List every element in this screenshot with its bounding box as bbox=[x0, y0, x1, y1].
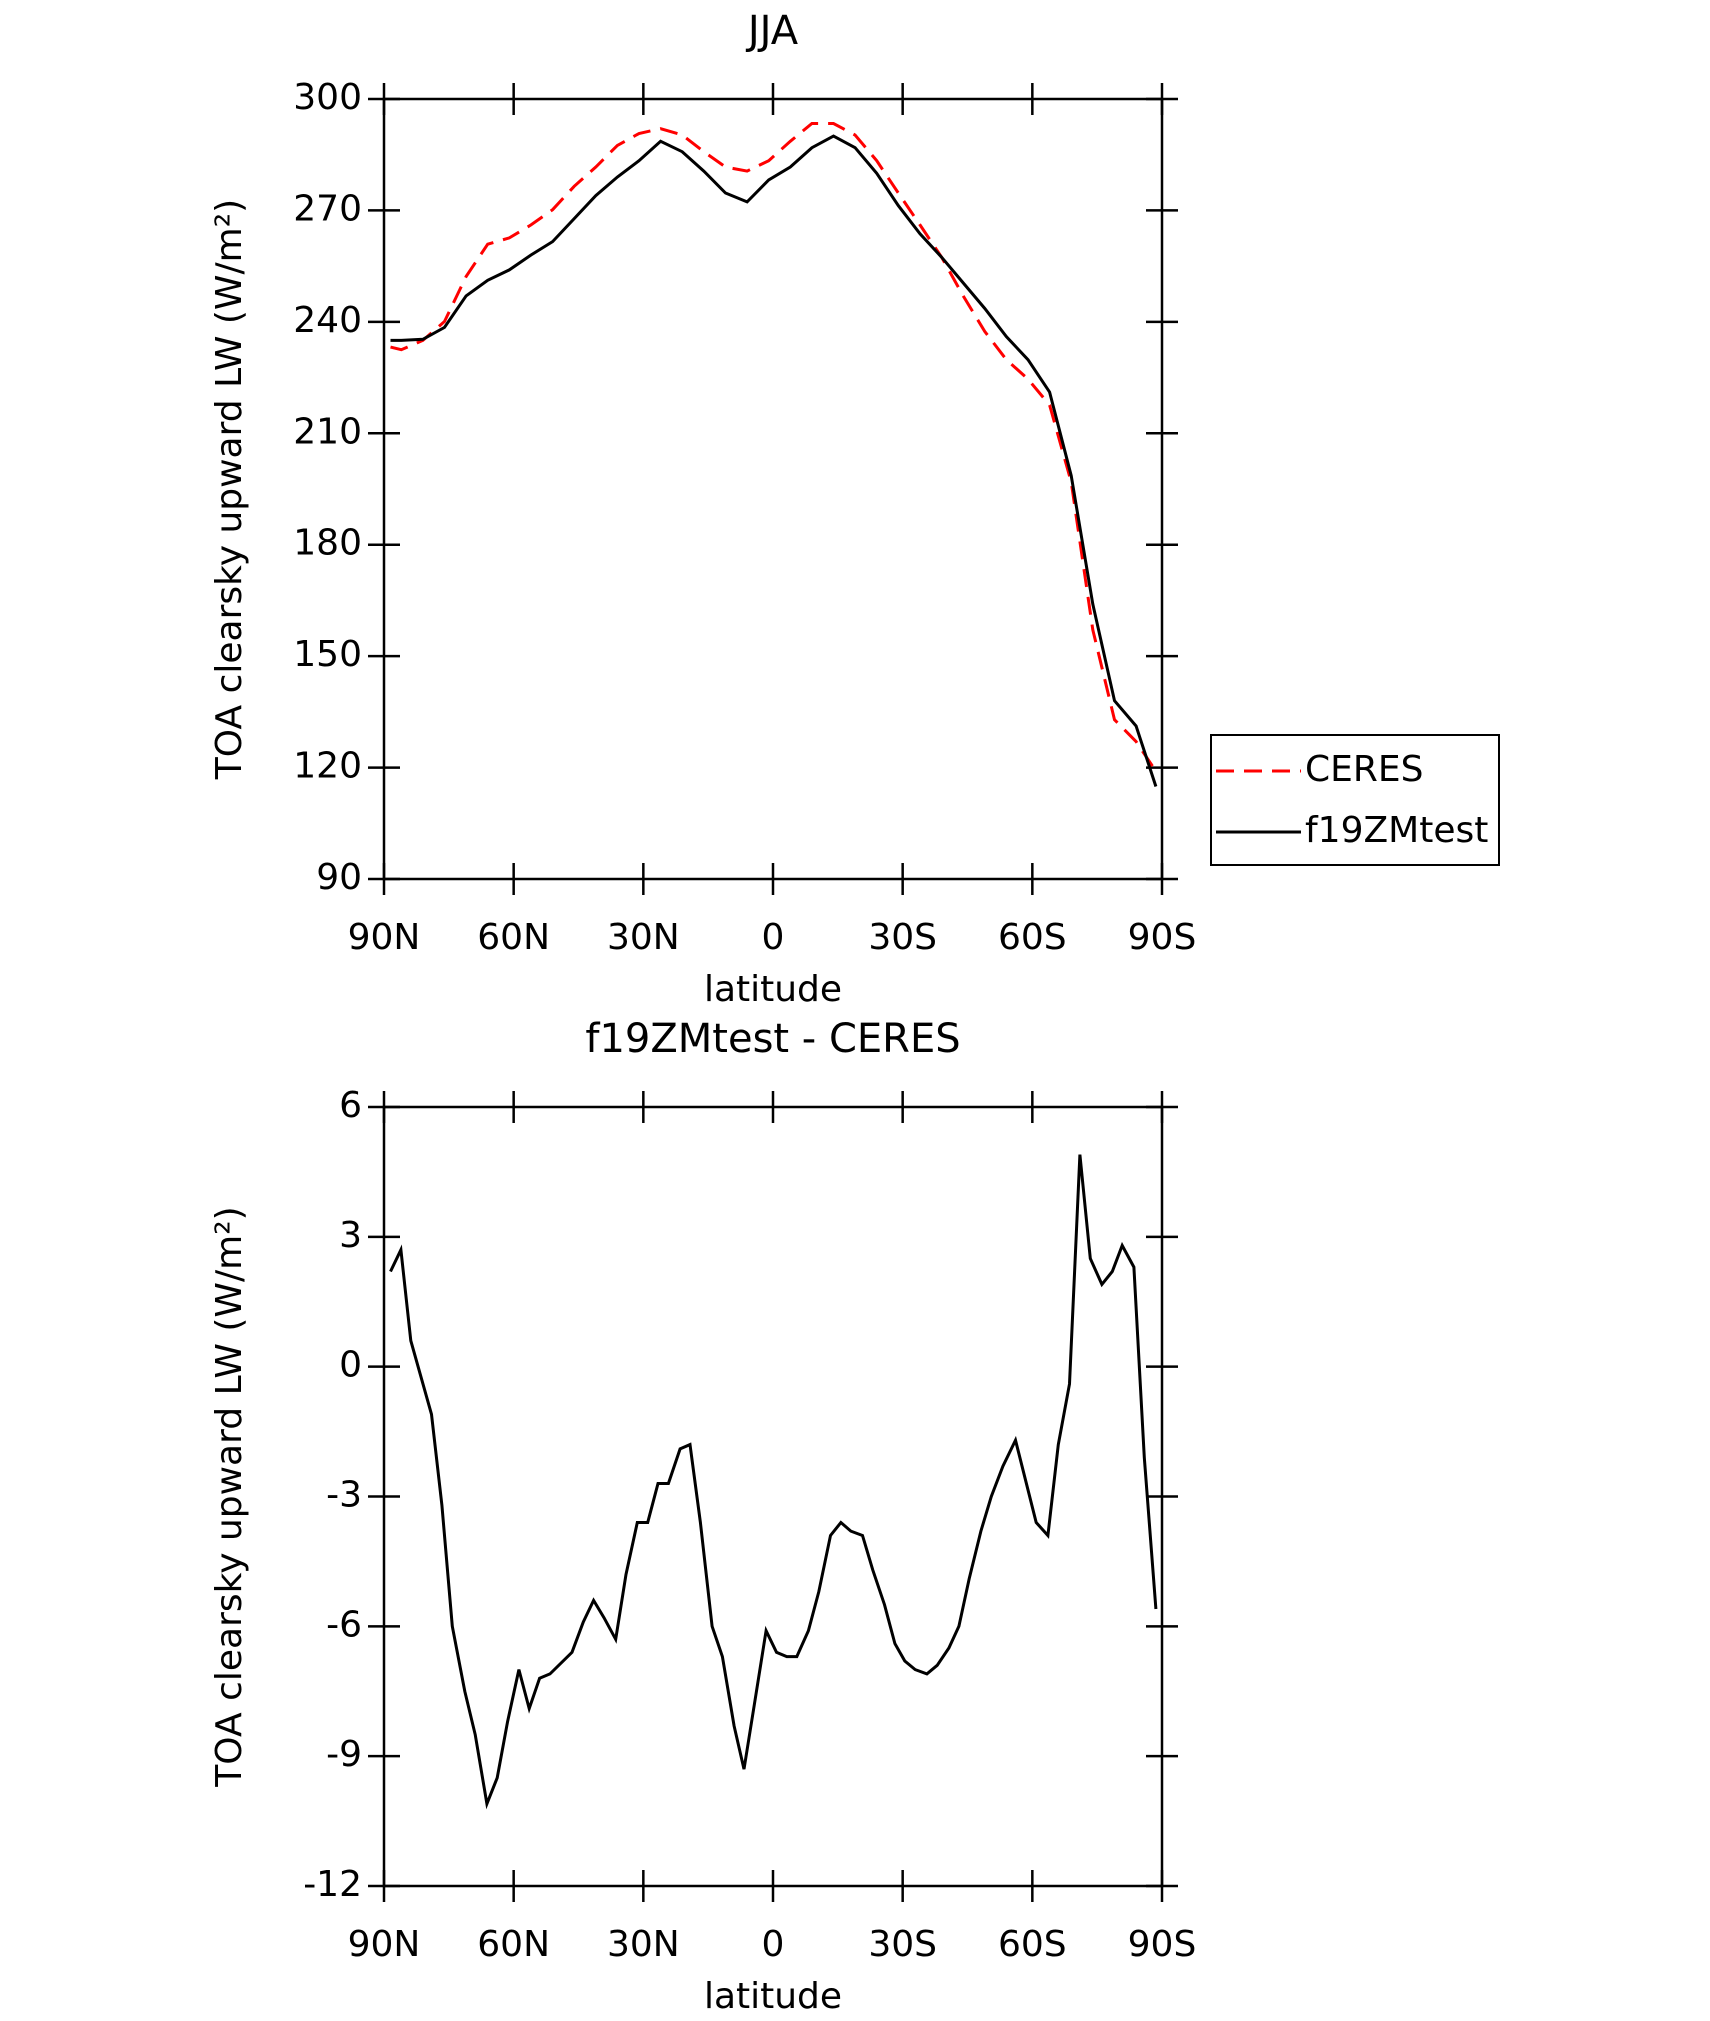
x-tick-label: 60S bbox=[998, 917, 1067, 958]
y-tick-label: -9 bbox=[326, 1734, 362, 1775]
y-tick-label: 120 bbox=[293, 746, 362, 787]
y-tick-label: -12 bbox=[303, 1864, 362, 1905]
plot-frame bbox=[382, 1105, 1164, 1888]
y-tick-label: -6 bbox=[326, 1604, 362, 1645]
y-axis-label: TOA clearsky upward LW (W/m²) bbox=[209, 1206, 250, 1787]
x-tick-label: 90N bbox=[348, 917, 421, 958]
y-axis-label: TOA clearsky upward LW (W/m²) bbox=[209, 199, 250, 780]
legend-box bbox=[1210, 734, 1500, 866]
y-tick-label: 3 bbox=[339, 1215, 362, 1256]
plot-frame bbox=[382, 97, 1164, 881]
x-axis-label: latitude bbox=[704, 969, 842, 1010]
y-tick-label: 180 bbox=[293, 523, 362, 564]
x-tick-label: 30S bbox=[868, 917, 937, 958]
x-tick-label: 90S bbox=[1128, 917, 1197, 958]
x-tick-label: 30S bbox=[868, 1924, 937, 1965]
x-tick-label: 60N bbox=[477, 1924, 550, 1965]
x-tick-label: 0 bbox=[762, 1924, 785, 1965]
x-tick-label: 90S bbox=[1128, 1924, 1197, 1965]
y-tick-label: 150 bbox=[293, 634, 362, 675]
x-tick-label: 30N bbox=[607, 917, 680, 958]
y-tick-label: 240 bbox=[293, 300, 362, 341]
data-line bbox=[389, 1154, 1158, 1810]
x-axis-label: latitude bbox=[704, 1976, 842, 2017]
x-tick-label: 60S bbox=[998, 1924, 1067, 1965]
y-tick-label: 270 bbox=[293, 188, 362, 229]
legend-label: f19ZMtest bbox=[1305, 810, 1488, 851]
y-tick-label: 210 bbox=[293, 411, 362, 452]
x-tick-label: 0 bbox=[762, 917, 785, 958]
y-tick-label: 0 bbox=[339, 1345, 362, 1386]
x-tick-label: 60N bbox=[477, 917, 550, 958]
legend-label: CERES bbox=[1305, 749, 1424, 790]
data-line bbox=[390, 134, 1158, 787]
x-tick-label: 90N bbox=[348, 1924, 421, 1965]
chart-title: JJA bbox=[745, 8, 799, 54]
x-tick-label: 30N bbox=[607, 1924, 680, 1965]
y-tick-label: -3 bbox=[326, 1475, 362, 1516]
y-tick-label: 6 bbox=[339, 1085, 362, 1126]
chart-title: f19ZMtest - CERES bbox=[585, 1016, 960, 1062]
y-tick-label: 90 bbox=[316, 857, 362, 898]
y-tick-label: 300 bbox=[293, 77, 362, 118]
data-line bbox=[390, 122, 1158, 773]
